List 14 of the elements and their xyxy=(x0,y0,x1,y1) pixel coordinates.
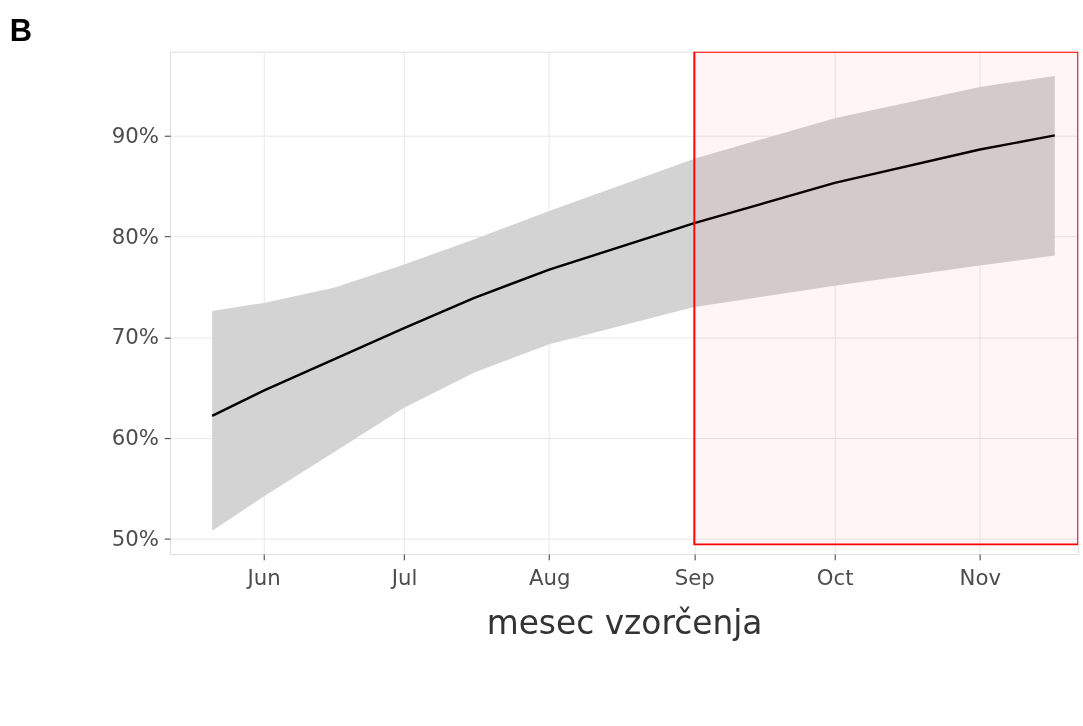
line-series xyxy=(210,134,1056,418)
x-tick-label: Sep xyxy=(674,564,715,590)
chart-title: B xyxy=(9,13,33,49)
y-tick-label: 90% xyxy=(111,122,159,148)
y-tick-label: 70% xyxy=(111,324,159,350)
y-tick-label: 80% xyxy=(111,223,159,249)
y-tick-label: 50% xyxy=(111,526,159,552)
x-tick-label: Jun xyxy=(245,564,281,590)
x-tick-label: Jul xyxy=(389,564,418,590)
x-axis-title: mesec vzorčenja xyxy=(486,603,763,642)
y-tick-label: 60% xyxy=(111,425,159,451)
x-tick-label: Oct xyxy=(816,564,854,590)
x-tick-label: Aug xyxy=(528,564,571,590)
x-tick-label: Nov xyxy=(959,564,1002,590)
